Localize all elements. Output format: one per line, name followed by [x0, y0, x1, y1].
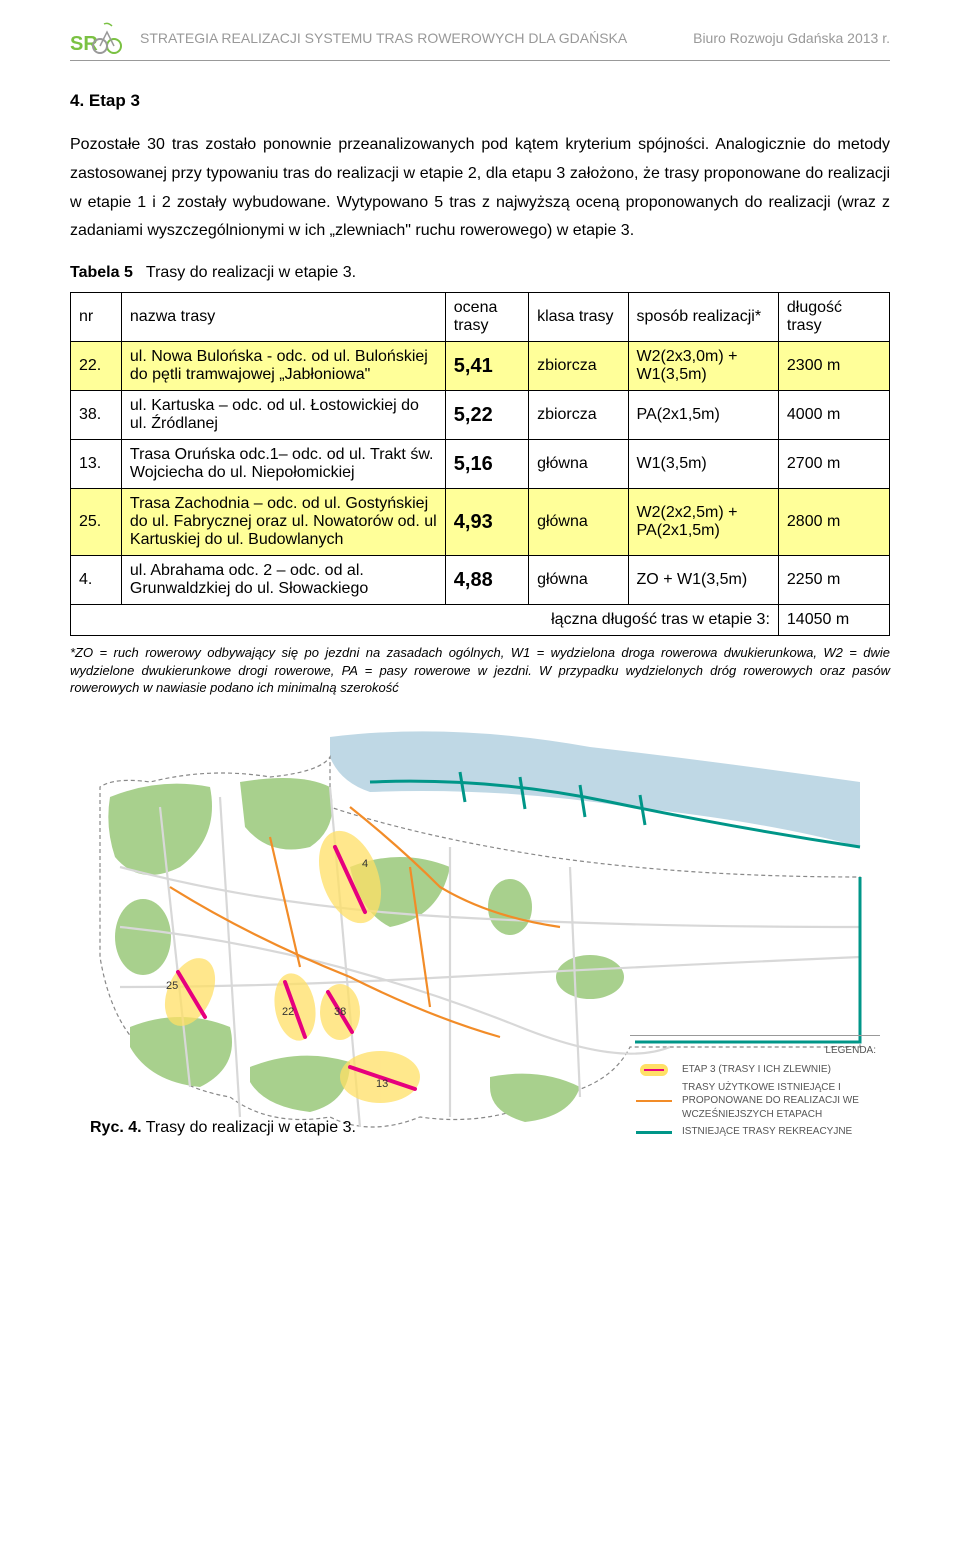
cell-ocena: 5,16: [445, 440, 528, 489]
table-row: 4. ul. Abrahama odc. 2 – odc. od al. Gru…: [71, 556, 890, 605]
doc-title: STRATEGIA REALIZACJI SYSTEMU TRAS ROWERO…: [140, 30, 683, 46]
cell-klasa: główna: [529, 440, 628, 489]
legend-item-text: ETAP 3 (TRASY I ICH ZLEWNIE): [682, 1063, 831, 1077]
cell-nr: 13.: [71, 440, 122, 489]
cell-nazwa: ul. Nowa Bulońska - odc. od ul. Buloński…: [121, 342, 445, 391]
body-paragraph: Pozostałe 30 tras zostało ponownie przea…: [70, 131, 890, 246]
th-nazwa: nazwa trasy: [121, 293, 445, 342]
cell-dlug: 2250 m: [778, 556, 889, 605]
cell-ocena: 4,93: [445, 489, 528, 556]
th-nr: nr: [71, 293, 122, 342]
map-legend: LEGENDA: ETAP 3 (TRASY I ICH ZLEWNIE) TR…: [630, 1035, 880, 1147]
figure-caption-num: Ryc. 4.: [90, 1119, 142, 1136]
legend-item: ISTNIEJĄCE TRASY REKREACYJNE: [634, 1125, 876, 1139]
cell-nazwa: Trasa Oruńska odc.1– odc. od ul. Trakt ś…: [121, 440, 445, 489]
doc-header-right: Biuro Rozwoju Gdańska 2013 r.: [693, 30, 890, 46]
cell-sposob: W2(2x3,0m) + W1(3,5m): [628, 342, 778, 391]
logo-icon: SR: [70, 20, 130, 56]
cell-sposob: W2(2x2,5m) + PA(2x1,5m): [628, 489, 778, 556]
table-row: 38. ul. Kartuska – odc. od ul. Łostowick…: [71, 391, 890, 440]
label-25: 25: [166, 980, 178, 992]
map-figure: 4 25 22 38 13 Ryc. 4. Trasy do realizacj…: [70, 727, 890, 1157]
label-38: 38: [334, 1006, 346, 1018]
legend-title: LEGENDA:: [634, 1044, 876, 1058]
cell-sposob: PA(2x1,5m): [628, 391, 778, 440]
table-label-text: Trasy do realizacji w etapie 3.: [146, 264, 356, 281]
table-row: 22. ul. Nowa Bulońska - odc. od ul. Bulo…: [71, 342, 890, 391]
cell-nr: 22.: [71, 342, 122, 391]
cell-klasa: zbiorcza: [529, 391, 628, 440]
legend-item: ETAP 3 (TRASY I ICH ZLEWNIE): [634, 1063, 876, 1077]
figure-caption: Ryc. 4. Trasy do realizacji w etapie 3.: [90, 1119, 356, 1137]
cell-klasa: zbiorcza: [529, 342, 628, 391]
legend-item: TRASY UŻYTKOWE ISTNIEJĄCE I PROPONOWANE …: [634, 1081, 876, 1122]
cell-nr: 4.: [71, 556, 122, 605]
label-13: 13: [376, 1078, 388, 1090]
table-row: 25. Trasa Zachodnia – odc. od ul. Gostyń…: [71, 489, 890, 556]
table-header-row: nr nazwa trasy ocena trasy klasa trasy s…: [71, 293, 890, 342]
legend-item-text: TRASY UŻYTKOWE ISTNIEJĄCE I PROPONOWANE …: [682, 1081, 876, 1122]
th-sposob: sposób realizacji*: [628, 293, 778, 342]
cell-klasa: główna: [529, 556, 628, 605]
section-heading: 4. Etap 3: [70, 91, 890, 111]
label-4: 4: [362, 858, 368, 870]
cell-sposob: W1(3,5m): [628, 440, 778, 489]
table-row: 13. Trasa Oruńska odc.1– odc. od ul. Tra…: [71, 440, 890, 489]
cell-ocena: 5,22: [445, 391, 528, 440]
label-22: 22: [282, 1006, 294, 1018]
cell-sposob: ZO + W1(3,5m): [628, 556, 778, 605]
cell-klasa: główna: [529, 489, 628, 556]
cell-dlug: 2700 m: [778, 440, 889, 489]
legend-teal-line-icon: [634, 1126, 674, 1138]
table-label: Tabela 5 Trasy do realizacji w etapie 3.: [70, 264, 890, 282]
cell-nr: 25.: [71, 489, 122, 556]
th-ocena: ocena trasy: [445, 293, 528, 342]
cell-dlug: 2300 m: [778, 342, 889, 391]
total-value: 14050 m: [778, 605, 889, 636]
th-klasa: klasa trasy: [529, 293, 628, 342]
table-footnote: *ZO = ruch rowerowy odbywający się po je…: [70, 644, 890, 697]
cell-dlug: 2800 m: [778, 489, 889, 556]
table-label-num: Tabela 5: [70, 264, 133, 281]
total-label: łączna długość tras w etapie 3:: [71, 605, 779, 636]
table-trasy: nr nazwa trasy ocena trasy klasa trasy s…: [70, 292, 890, 636]
page-header: SR STRATEGIA REALIZACJI SYSTEMU TRAS ROW…: [70, 20, 890, 61]
figure-caption-text: Trasy do realizacji w etapie 3.: [142, 1119, 356, 1136]
table-total-row: łączna długość tras w etapie 3: 14050 m: [71, 605, 890, 636]
cell-dlug: 4000 m: [778, 391, 889, 440]
legend-etap3-icon: [634, 1064, 674, 1076]
cell-nazwa: ul. Abrahama odc. 2 – odc. od al. Grunwa…: [121, 556, 445, 605]
th-dlug: długość trasy: [778, 293, 889, 342]
cell-nazwa: ul. Kartuska – odc. od ul. Łostowickiej …: [121, 391, 445, 440]
legend-orange-line-icon: [634, 1095, 674, 1107]
cell-ocena: 4,88: [445, 556, 528, 605]
cell-nr: 38.: [71, 391, 122, 440]
cell-ocena: 5,41: [445, 342, 528, 391]
legend-item-text: ISTNIEJĄCE TRASY REKREACYJNE: [682, 1125, 852, 1139]
cell-nazwa: Trasa Zachodnia – odc. od ul. Gostyńskie…: [121, 489, 445, 556]
